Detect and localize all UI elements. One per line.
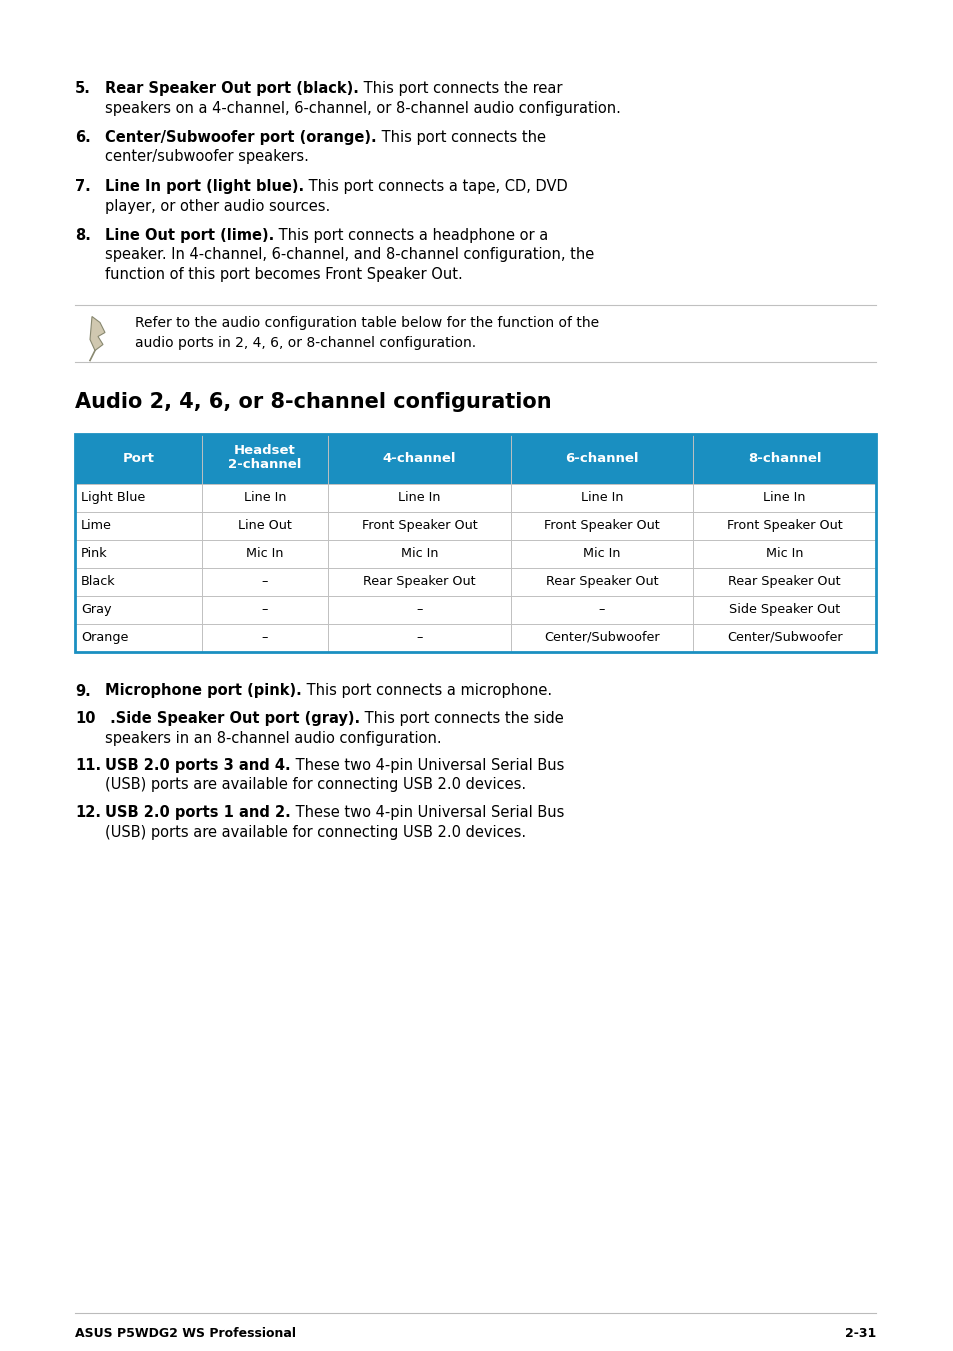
Text: Line In: Line In <box>243 490 286 504</box>
Text: Mic In: Mic In <box>765 547 802 561</box>
Text: center/subwoofer speakers.: center/subwoofer speakers. <box>105 150 309 165</box>
Text: This port connects the: This port connects the <box>376 130 545 145</box>
Text: Side Speaker Out: Side Speaker Out <box>728 603 840 616</box>
Text: 4-channel: 4-channel <box>382 451 456 465</box>
Text: 8.: 8. <box>75 228 91 243</box>
Text: Mic In: Mic In <box>582 547 620 561</box>
Text: This port connects a headphone or a: This port connects a headphone or a <box>274 228 548 243</box>
Text: Rear Speaker Out: Rear Speaker Out <box>363 576 476 588</box>
Text: Mic In: Mic In <box>400 547 437 561</box>
Text: Front Speaker Out: Front Speaker Out <box>726 519 841 532</box>
Bar <box>75 484 875 512</box>
Text: Orange: Orange <box>81 631 129 644</box>
Text: Center/Subwoofer: Center/Subwoofer <box>543 631 659 644</box>
Text: 8-channel: 8-channel <box>747 451 821 465</box>
Text: –: – <box>261 631 268 644</box>
Text: 6.: 6. <box>75 130 91 145</box>
Text: Gray: Gray <box>81 603 112 616</box>
Text: 2-31: 2-31 <box>843 1327 875 1340</box>
Text: Port: Port <box>122 451 154 465</box>
Text: Mic In: Mic In <box>246 547 283 561</box>
Bar <box>75 539 875 567</box>
Text: Line In: Line In <box>762 490 805 504</box>
Text: These two 4-pin Universal Serial Bus: These two 4-pin Universal Serial Bus <box>291 758 563 773</box>
Text: Line In: Line In <box>580 490 622 504</box>
Text: Line Out: Line Out <box>237 519 292 532</box>
Bar <box>75 512 875 539</box>
Text: (USB) ports are available for connecting USB 2.0 devices.: (USB) ports are available for connecting… <box>105 824 525 839</box>
Text: Pink: Pink <box>81 547 108 561</box>
Text: 12.: 12. <box>75 805 101 820</box>
Text: speakers on a 4-channel, 6-channel, or 8-channel audio configuration.: speakers on a 4-channel, 6-channel, or 8… <box>105 100 620 115</box>
Bar <box>75 567 875 596</box>
Text: Refer to the audio configuration table below for the function of the: Refer to the audio configuration table b… <box>135 316 598 331</box>
Text: Rear Speaker Out port (black).: Rear Speaker Out port (black). <box>105 81 358 96</box>
Bar <box>75 434 875 651</box>
Text: Line In: Line In <box>397 490 440 504</box>
Text: Front Speaker Out: Front Speaker Out <box>361 519 476 532</box>
Text: These two 4-pin Universal Serial Bus: These two 4-pin Universal Serial Bus <box>291 805 563 820</box>
Text: 7.: 7. <box>75 178 91 195</box>
Text: –: – <box>416 603 422 616</box>
Text: Line Out port (lime).: Line Out port (lime). <box>105 228 274 243</box>
Text: Rear Speaker Out: Rear Speaker Out <box>545 576 658 588</box>
Text: Lime: Lime <box>81 519 112 532</box>
Text: This port connects the rear: This port connects the rear <box>358 81 561 96</box>
Text: Audio 2, 4, 6, or 8-channel configuration: Audio 2, 4, 6, or 8-channel configuratio… <box>75 392 551 412</box>
Text: This port connects a microphone.: This port connects a microphone. <box>301 684 551 698</box>
Text: 5.: 5. <box>75 81 91 96</box>
Bar <box>75 434 875 484</box>
Text: player, or other audio sources.: player, or other audio sources. <box>105 199 330 213</box>
Text: function of this port becomes Front Speaker Out.: function of this port becomes Front Spea… <box>105 267 462 282</box>
Text: This port connects the side: This port connects the side <box>359 711 563 725</box>
Polygon shape <box>90 316 105 350</box>
Text: 10: 10 <box>75 711 95 725</box>
Text: speakers in an 8-channel audio configuration.: speakers in an 8-channel audio configura… <box>105 731 441 746</box>
Text: speaker. In 4-channel, 6-channel, and 8-channel configuration, the: speaker. In 4-channel, 6-channel, and 8-… <box>105 247 594 262</box>
Text: Microphone port (pink).: Microphone port (pink). <box>105 684 301 698</box>
Text: Black: Black <box>81 576 115 588</box>
Text: Rear Speaker Out: Rear Speaker Out <box>727 576 841 588</box>
Text: ASUS P5WDG2 WS Professional: ASUS P5WDG2 WS Professional <box>75 1327 295 1340</box>
Text: USB 2.0 ports 1 and 2.: USB 2.0 ports 1 and 2. <box>105 805 291 820</box>
Text: –: – <box>261 576 268 588</box>
Text: This port connects a tape, CD, DVD: This port connects a tape, CD, DVD <box>304 178 567 195</box>
Text: Line In port (light blue).: Line In port (light blue). <box>105 178 304 195</box>
Bar <box>75 596 875 624</box>
Text: Headset: Headset <box>233 444 295 458</box>
Text: –: – <box>416 631 422 644</box>
Text: 6-channel: 6-channel <box>565 451 639 465</box>
Text: Center/Subwoofer port (orange).: Center/Subwoofer port (orange). <box>105 130 376 145</box>
Text: Light Blue: Light Blue <box>81 490 145 504</box>
Text: Center/Subwoofer: Center/Subwoofer <box>726 631 841 644</box>
Text: audio ports in 2, 4, 6, or 8-channel configuration.: audio ports in 2, 4, 6, or 8-channel con… <box>135 336 476 350</box>
Text: 2-channel: 2-channel <box>228 458 301 471</box>
Text: .Side Speaker Out port (gray).: .Side Speaker Out port (gray). <box>105 711 359 725</box>
Bar <box>75 624 875 651</box>
Text: 11.: 11. <box>75 758 101 773</box>
Text: –: – <box>598 603 604 616</box>
Text: (USB) ports are available for connecting USB 2.0 devices.: (USB) ports are available for connecting… <box>105 777 525 793</box>
Text: Front Speaker Out: Front Speaker Out <box>543 519 659 532</box>
Text: 9.: 9. <box>75 684 91 698</box>
Text: USB 2.0 ports 3 and 4.: USB 2.0 ports 3 and 4. <box>105 758 291 773</box>
Text: –: – <box>261 603 268 616</box>
